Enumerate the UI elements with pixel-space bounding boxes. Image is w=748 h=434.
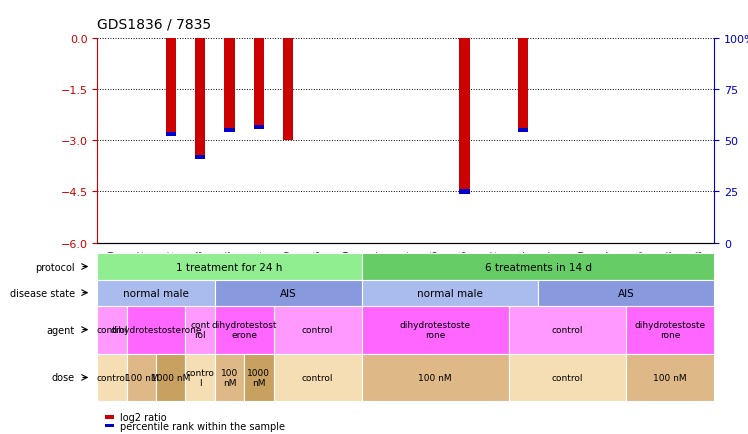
Bar [156, 354, 186, 401]
Bar [254, 39, 264, 128]
Bar [105, 415, 114, 419]
Text: control: control [552, 373, 583, 382]
Text: contro
l: contro l [186, 368, 215, 387]
Bar [518, 129, 529, 133]
Bar [509, 306, 626, 354]
Bar [362, 254, 714, 280]
Text: 1 treatment for 24 h: 1 treatment for 24 h [177, 262, 283, 272]
Text: normal male: normal male [123, 288, 189, 298]
Bar [518, 39, 529, 131]
Bar [215, 280, 362, 306]
Text: dihydrotestoste
rone: dihydrotestoste rone [399, 320, 470, 339]
Text: AIS: AIS [280, 288, 297, 298]
Text: log2 ratio: log2 ratio [120, 412, 167, 422]
Bar [509, 354, 626, 401]
Bar [186, 354, 215, 401]
Text: percentile rank within the sample: percentile rank within the sample [120, 421, 285, 431]
Text: control: control [302, 373, 334, 382]
Bar [224, 39, 235, 131]
Bar [274, 354, 362, 401]
Text: disease state: disease state [10, 288, 75, 298]
Bar [283, 39, 293, 141]
Text: 6 treatments in 14 d: 6 treatments in 14 d [485, 262, 592, 272]
Bar [254, 125, 264, 129]
Text: 1000
nM: 1000 nM [248, 368, 270, 387]
Bar [224, 129, 235, 133]
Text: normal male: normal male [417, 288, 482, 298]
Text: dihydrotestost
erone: dihydrotestost erone [212, 320, 277, 339]
Bar [362, 354, 509, 401]
Bar [105, 424, 114, 427]
Text: protocol: protocol [35, 262, 75, 272]
Text: control: control [96, 326, 128, 334]
Text: AIS: AIS [618, 288, 634, 298]
Text: dose: dose [52, 373, 75, 382]
Bar [459, 39, 470, 192]
Text: agent: agent [46, 325, 75, 335]
Bar [126, 306, 186, 354]
Bar [195, 39, 205, 158]
Text: dihydrotestosterone: dihydrotestosterone [110, 326, 202, 334]
Bar [274, 306, 362, 354]
Bar [362, 306, 509, 354]
Bar [215, 306, 274, 354]
Bar [97, 354, 126, 401]
Bar [165, 39, 176, 134]
Text: 100 nM: 100 nM [418, 373, 452, 382]
Bar [186, 306, 215, 354]
Text: GDS1836 / 7835: GDS1836 / 7835 [97, 17, 212, 31]
Bar [97, 280, 215, 306]
Text: 100 nM: 100 nM [654, 373, 687, 382]
Bar [195, 156, 205, 160]
Bar [244, 354, 274, 401]
Bar [626, 354, 714, 401]
Bar [538, 280, 714, 306]
Text: control: control [96, 373, 128, 382]
Bar [362, 280, 538, 306]
Text: dihydrotestoste
rone: dihydrotestoste rone [635, 320, 706, 339]
Bar [97, 254, 362, 280]
Text: 1000 nM: 1000 nM [151, 373, 191, 382]
Text: cont
rol: cont rol [190, 320, 210, 339]
Text: control: control [302, 326, 334, 334]
Bar [626, 306, 714, 354]
Text: 100 nM: 100 nM [124, 373, 158, 382]
Bar [165, 132, 176, 136]
Bar [459, 190, 470, 194]
Text: control: control [552, 326, 583, 334]
Bar [215, 354, 244, 401]
Bar [126, 354, 156, 401]
Text: 100
nM: 100 nM [221, 368, 238, 387]
Bar [97, 306, 126, 354]
